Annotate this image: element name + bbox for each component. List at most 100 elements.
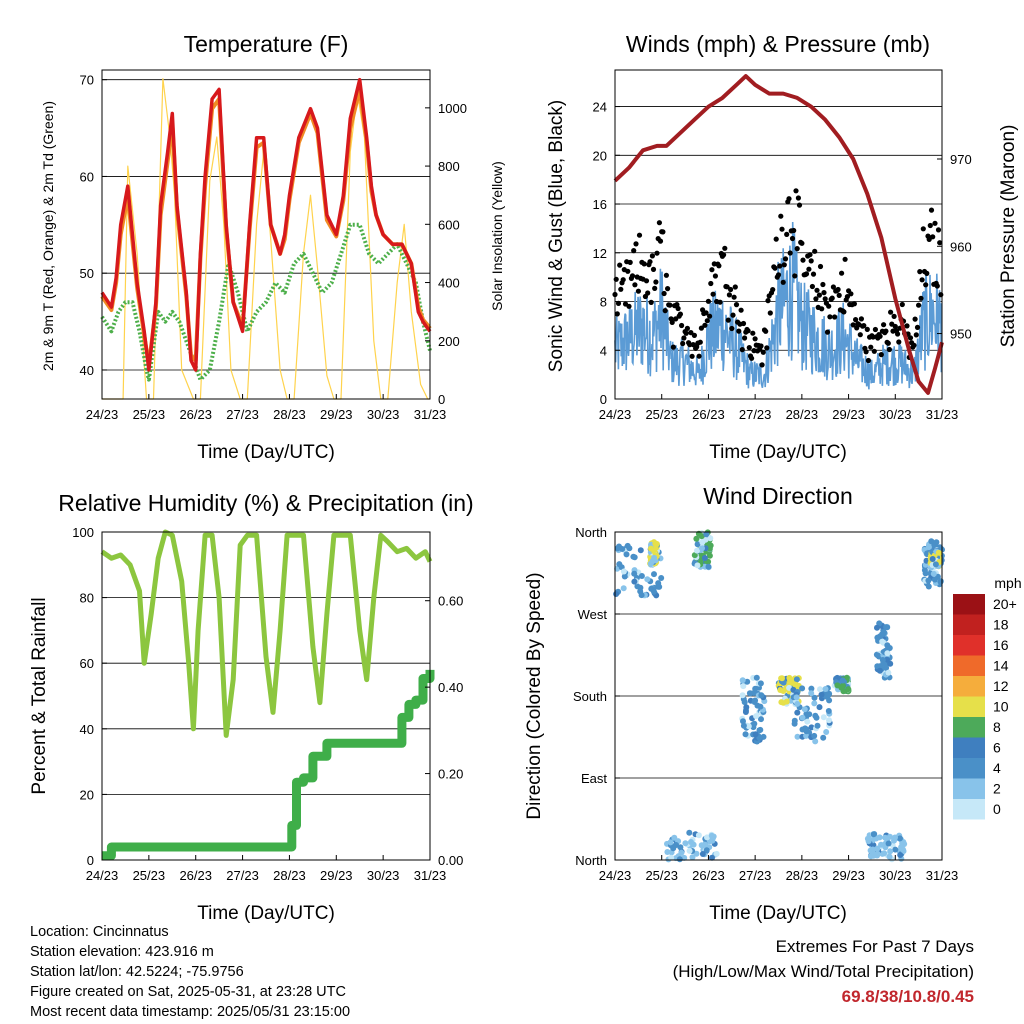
x-tick-label: 29/23 (832, 407, 865, 422)
direction-point (929, 556, 936, 562)
direction-point (884, 650, 891, 657)
gust-point (724, 284, 730, 290)
gust-point (911, 342, 917, 348)
direction-point (693, 535, 700, 542)
direction-x-label: Time (Day/UTC) (709, 903, 847, 924)
direction-point (637, 584, 644, 591)
gust-point (830, 284, 837, 290)
direction-point (694, 541, 701, 548)
direction-panel: Wind Direction 24/23 25/23 26/23 27/23 28/23… (524, 483, 1022, 924)
speed-legend: mph 20+ 18 16 14 12 10 8 6 4 2 0 (953, 575, 1022, 820)
gust-point (777, 263, 783, 269)
direction-point (874, 845, 881, 852)
direction-point (817, 686, 823, 693)
gust-point (826, 303, 832, 309)
gust-point (907, 335, 914, 341)
gust-point (626, 303, 632, 309)
direction-point (616, 561, 623, 568)
direction-point (668, 854, 675, 861)
gust-point (835, 286, 841, 293)
direction-point (883, 664, 890, 671)
gust-point (691, 332, 698, 338)
gust-point (800, 257, 806, 263)
gust-point (662, 308, 668, 314)
gust-point (627, 259, 633, 265)
gust-point (684, 325, 691, 331)
gust-point (904, 323, 910, 329)
gust-point (705, 298, 712, 304)
x-tick-label: 27/23 (226, 407, 259, 422)
gust-point (861, 323, 867, 329)
humidity-x-label: Time (Day/UTC) (197, 903, 335, 924)
gust-point (864, 326, 870, 332)
gust-point (912, 316, 918, 322)
direction-point (753, 713, 760, 720)
gust-point (872, 326, 879, 333)
x-tick-label: 28/23 (273, 868, 306, 883)
y-tick-label: North (575, 525, 607, 540)
gust-point (799, 240, 805, 246)
wind-line (614, 221, 943, 390)
gust-point (617, 262, 623, 268)
gust-point (892, 323, 898, 330)
extremes-values: 69.8/38/10.8/0.45 (841, 987, 974, 1006)
y-tick-label: 0 (87, 853, 94, 868)
legend-label: 14 (993, 658, 1009, 674)
gust-point (703, 310, 709, 316)
direction-point (794, 733, 801, 740)
gust-point (784, 231, 790, 237)
legend-swatch (953, 696, 985, 717)
direction-point (812, 738, 819, 745)
direction-point (900, 846, 907, 853)
direction-point (892, 834, 898, 841)
y-tick-label: 40 (80, 363, 94, 378)
gust-point (891, 313, 897, 319)
direction-point (638, 592, 645, 599)
direction-point (825, 708, 832, 714)
gust-point (625, 268, 631, 274)
direction-point (616, 543, 622, 550)
gust-point (635, 288, 642, 294)
gust-point (917, 269, 923, 275)
direction-point (644, 576, 651, 583)
direction-point (703, 847, 710, 854)
gust-point (738, 307, 744, 313)
gust-point (704, 318, 710, 324)
gust-point (928, 207, 935, 213)
x-tick-label: 29/23 (320, 407, 353, 422)
direction-point (758, 716, 764, 723)
gust-point (681, 335, 687, 341)
gust-point (886, 346, 893, 353)
direction-point (703, 531, 710, 538)
gust-point (650, 266, 657, 272)
gust-point (930, 234, 936, 240)
gust-point (793, 188, 799, 194)
gust-point (923, 282, 929, 288)
gust-point (807, 252, 813, 258)
x-tick-label: 29/23 (320, 868, 353, 883)
gust-point (712, 273, 719, 279)
gust-point (729, 325, 735, 332)
gust-point (764, 345, 770, 351)
y2-tick-label: 1000 (438, 101, 467, 116)
direction-point (845, 686, 852, 693)
gust-point (871, 348, 877, 354)
direction-point (695, 832, 702, 839)
legend-swatch (953, 594, 985, 615)
direction-point (886, 853, 893, 860)
y-tick-label: 20 (593, 148, 607, 163)
direction-point (811, 732, 818, 739)
gust-point (791, 227, 797, 234)
direction-point (799, 714, 806, 721)
gust-point (934, 283, 940, 289)
gust-point (924, 270, 930, 276)
gust-point (881, 322, 887, 328)
legend-swatch (953, 655, 985, 676)
x-tick-label: 31/23 (414, 868, 447, 883)
direction-point (740, 722, 747, 729)
direction-point (887, 660, 894, 667)
direction-point (671, 834, 678, 841)
direction-point (887, 848, 894, 855)
direction-point (699, 539, 706, 546)
gust-point (853, 317, 859, 323)
